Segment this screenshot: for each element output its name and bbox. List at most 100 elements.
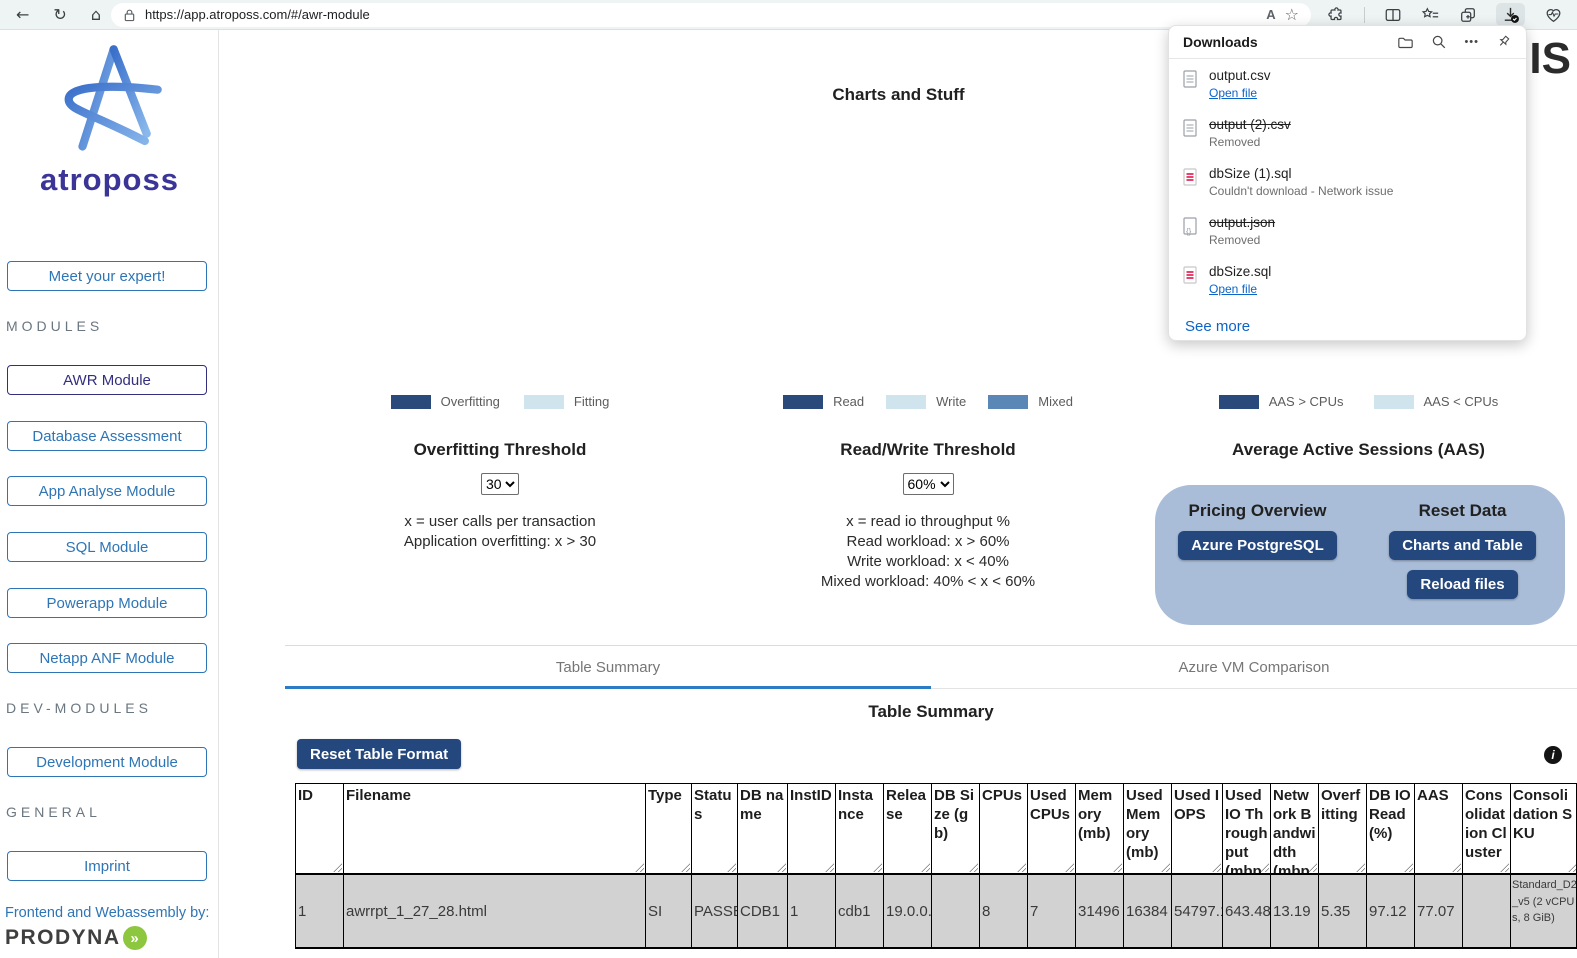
sidebar-item-development-module[interactable]: Development Module	[7, 747, 207, 777]
cell-used-iops: 54797.1	[1172, 875, 1223, 947]
column-header-consolidation-sku[interactable]: Consolidation SKU	[1511, 784, 1576, 875]
column-header-cpus[interactable]: CPUs	[980, 784, 1028, 875]
download-item[interactable]: {} output.json Removed	[1183, 215, 1512, 264]
sidebar: atroposs Meet your expert! MODULES AWR M…	[0, 30, 219, 958]
column-header-overfitting[interactable]: Overfitting	[1319, 784, 1367, 875]
description-line: Application overfitting: x > 30	[403, 533, 597, 550]
sidebar-item-awr-module[interactable]: AWR Module	[7, 365, 207, 395]
readwrite-threshold-heading: Read/Write Threshold	[840, 440, 1016, 459]
overfitting-threshold-select[interactable]: 30	[481, 473, 519, 495]
column-header-used-memory[interactable]: Used Memory (mb)	[1124, 784, 1172, 875]
toolbar-divider	[1364, 6, 1365, 23]
info-icon[interactable]: i	[1544, 746, 1562, 764]
column-header-network-bandwidth[interactable]: Network Bandwidth (mbps)	[1271, 784, 1319, 875]
column-header-db-io-read[interactable]: DB IO Read (%)	[1367, 784, 1415, 875]
sidebar-item-app-analyse-module[interactable]: App Analyse Module	[7, 476, 207, 506]
charts-and-table-button[interactable]: Charts and Table	[1389, 531, 1536, 560]
sidebar-item-sql-module[interactable]: SQL Module	[7, 532, 207, 562]
cell-filename: awrrpt_1_27_28.html	[344, 875, 646, 947]
clipped-page-heading: IS	[1529, 34, 1571, 83]
meet-your-expert-button[interactable]: Meet your expert!	[7, 261, 207, 291]
cell-used-cpus: 7	[1028, 875, 1076, 947]
sidebar-item-netapp-anf-module[interactable]: Netapp ANF Module	[7, 643, 207, 673]
tab-bar: Table Summary Azure VM Comparison	[285, 645, 1577, 689]
url-text[interactable]: https://app.atroposs.com/#/awr-module	[144, 7, 370, 22]
json-file-icon: {}	[1183, 215, 1198, 264]
tab-azure-vm-comparison[interactable]: Azure VM Comparison	[1178, 659, 1330, 676]
sidebar-item-imprint[interactable]: Imprint	[7, 851, 207, 881]
legend-label: Read	[833, 394, 865, 409]
reset-table-format-button[interactable]: Reset Table Format	[297, 739, 462, 769]
download-item[interactable]: dbSize (1).sql Couldn't download - Netwo…	[1183, 166, 1512, 215]
tab-table-summary[interactable]: Table Summary	[285, 646, 931, 689]
address-bar[interactable]: https://app.atroposs.com/#/awr-module A …	[110, 2, 1311, 27]
pricing-overview-label: Pricing Overview	[1188, 501, 1327, 520]
downloads-icon[interactable]	[1496, 3, 1525, 26]
downloads-popup-header: Downloads •••	[1169, 26, 1526, 59]
downloads-more-options-icon[interactable]: •••	[1464, 36, 1479, 48]
pin-downloads-icon[interactable]	[1496, 34, 1512, 50]
readwrite-threshold-select[interactable]: 60%	[902, 473, 954, 495]
extensions-icon[interactable]	[1327, 6, 1345, 24]
favorites-hub-icon[interactable]	[1421, 6, 1440, 24]
download-item[interactable]: output.csv Open file	[1183, 68, 1512, 117]
column-header-instance[interactable]: Instance	[836, 784, 884, 875]
download-filename: dbSize (1).sql	[1209, 166, 1292, 181]
sql-file-icon	[1183, 166, 1198, 215]
atroposs-logo-icon	[0, 36, 219, 158]
download-item[interactable]: output (2).csv Removed	[1183, 117, 1512, 166]
sidebar-item-database-assessment[interactable]: Database Assessment	[7, 421, 207, 451]
refresh-icon[interactable]: ↻	[53, 4, 67, 24]
column-header-id[interactable]: ID	[296, 784, 344, 875]
column-header-filename[interactable]: Filename	[344, 784, 646, 875]
general-section-label: GENERAL	[6, 804, 101, 820]
cell-status: PASSED	[692, 875, 738, 947]
open-file-link[interactable]: Open file	[1209, 282, 1258, 296]
home-icon[interactable]: ⌂	[90, 4, 101, 24]
see-more-link[interactable]: See more	[1185, 318, 1251, 335]
overfitting-threshold-heading: Overfitting Threshold	[413, 440, 587, 459]
toolbar-right-group	[1327, 3, 1577, 26]
lock-icon[interactable]	[123, 8, 136, 22]
browser-essentials-icon[interactable]	[1544, 6, 1563, 24]
overfitting-legend: Overfitting Fitting	[280, 394, 720, 409]
column-header-db-size[interactable]: DB Size (gb)	[932, 784, 980, 875]
cell-id: 1	[296, 875, 344, 947]
downloads-list: output.csv Open file output (2).csv Remo…	[1169, 59, 1526, 335]
download-status: Removed	[1209, 135, 1261, 149]
pricing-overview-group: Pricing Overview Azure PostgreSQL	[1155, 501, 1360, 625]
search-downloads-icon[interactable]	[1431, 34, 1447, 50]
column-header-consolidation-cluster[interactable]: Consolidation Cluster	[1463, 784, 1511, 875]
azure-postgresql-button[interactable]: Azure PostgreSQL	[1178, 531, 1337, 560]
sql-file-icon	[1183, 264, 1198, 313]
column-header-instid[interactable]: InstID	[788, 784, 836, 875]
column-header-used-iops[interactable]: Used IOPS	[1172, 784, 1223, 875]
column-header-used-io-throughput[interactable]: Used IO Throughput (mbps)	[1223, 784, 1271, 875]
prodyna-chevron-icon: »	[122, 926, 147, 950]
open-downloads-folder-icon[interactable]	[1397, 35, 1414, 50]
download-item[interactable]: dbSize.sql Open file	[1183, 264, 1512, 313]
cell-consolidation-sku: Standard_D2_v5 (2 vCPUs, 8 GiB)	[1511, 875, 1576, 947]
overfitting-column: Overfitting Fitting Overfitting Threshol…	[280, 394, 720, 552]
column-header-db-name[interactable]: DB name	[738, 784, 788, 875]
back-icon[interactable]: ←	[16, 4, 30, 24]
column-header-release[interactable]: Release	[884, 784, 932, 875]
column-header-type[interactable]: Type	[646, 784, 692, 875]
column-header-memory[interactable]: Memory (mb)	[1076, 784, 1124, 875]
column-header-status[interactable]: Status	[692, 784, 738, 875]
downloads-popup: Downloads ••• output.csv Open file	[1168, 25, 1527, 341]
description-line: x = user calls per transaction	[404, 513, 596, 530]
favorite-star-icon[interactable]: ☆	[1284, 4, 1299, 24]
column-header-used-cpus[interactable]: Used CPUs	[1028, 784, 1076, 875]
legend-label: Mixed	[1038, 394, 1073, 409]
open-file-link[interactable]: Open file	[1209, 86, 1258, 100]
split-screen-icon[interactable]	[1384, 6, 1402, 24]
legend-label: AAS > CPUs	[1268, 394, 1344, 409]
read-aloud-icon[interactable]: A	[1266, 7, 1276, 22]
column-header-aas[interactable]: AAS	[1415, 784, 1463, 875]
tab-groups-icon[interactable]	[1459, 6, 1477, 24]
sidebar-item-powerapp-module[interactable]: Powerapp Module	[7, 588, 207, 618]
legend-label: Write	[936, 394, 967, 409]
reload-files-button[interactable]: Reload files	[1407, 570, 1518, 599]
